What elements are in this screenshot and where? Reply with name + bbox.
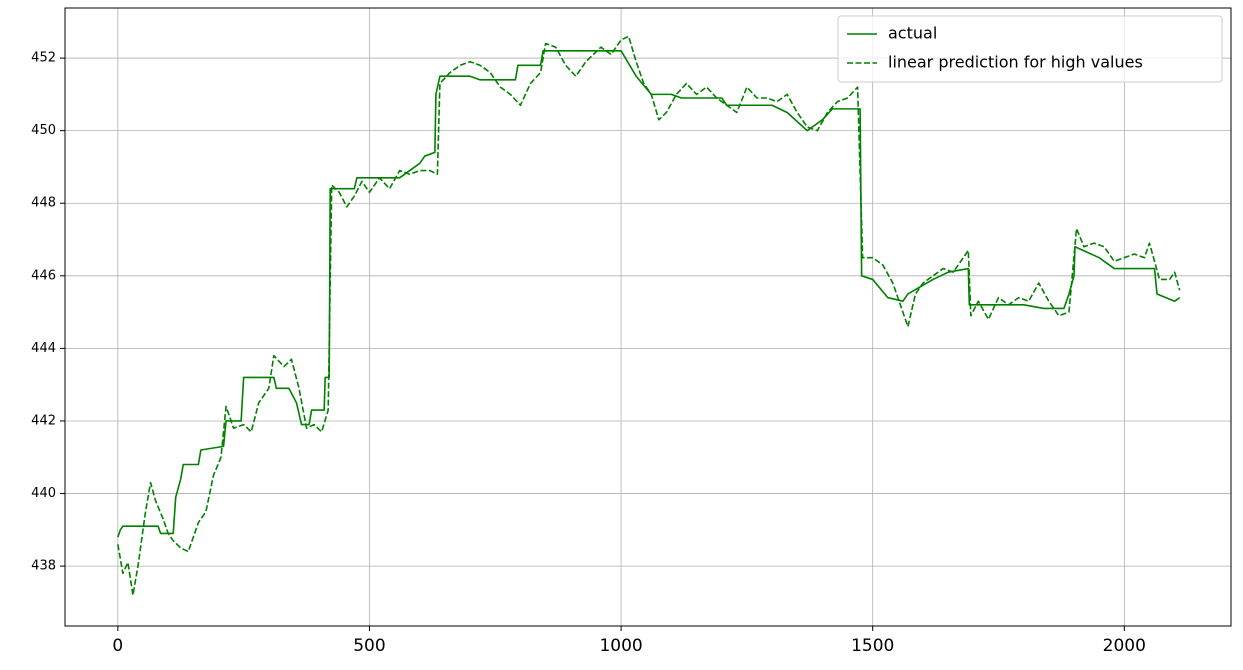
y-tick-label: 442 [31,413,56,428]
x-tick-label: 1500 [851,636,894,656]
y-tick-label: 438 [31,559,56,574]
legend-label: linear prediction for high values [888,53,1143,72]
y-tick-label: 452 [31,51,56,66]
line-series [117,50,1181,538]
y-tick-label: 450 [31,123,56,138]
x-tick-label: 0 [112,636,123,656]
x-tick-label: 500 [353,636,385,656]
legend-box [837,15,1223,83]
legend-label: actual [888,24,937,43]
legend: actual linear prediction for high values [837,15,1223,83]
y-tick-label: 446 [31,268,56,283]
y-tick-label: 440 [31,486,56,501]
plot-frame [64,7,1232,627]
x-tick-label: 1000 [599,636,642,656]
y-tick-label: 444 [31,341,56,356]
y-tick-label: 448 [31,196,56,211]
line-series [117,35,1181,596]
x-tick-label: 2000 [1103,636,1146,656]
